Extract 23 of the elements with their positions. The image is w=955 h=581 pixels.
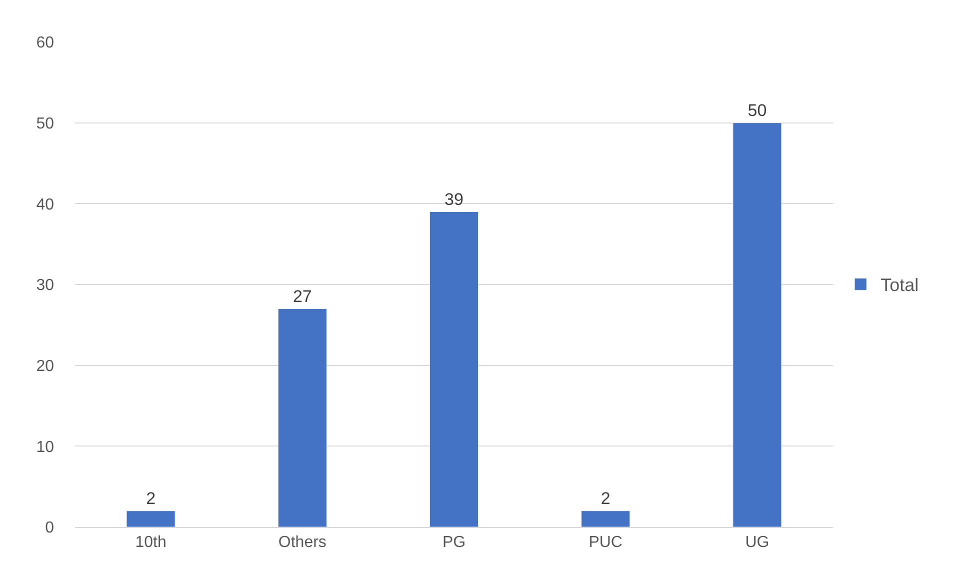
- data-label: 27: [292, 286, 312, 306]
- data-label: 39: [444, 190, 464, 209]
- bar: [732, 122, 782, 527]
- y-tick-label: 40: [36, 196, 54, 214]
- y-tick-label: 50: [36, 115, 54, 132]
- data-label: 2: [600, 488, 610, 508]
- y-tick-label: 0: [45, 520, 54, 537]
- bar: [581, 510, 630, 527]
- y-tick-label: 30: [36, 277, 54, 294]
- legend-label: Total: [880, 275, 919, 296]
- y-tick-label: 60: [36, 34, 54, 52]
- x-tick-label: PG: [442, 534, 466, 552]
- bar: [126, 510, 176, 527]
- y-tick-label: 10: [36, 438, 54, 456]
- bar: [429, 212, 479, 527]
- x-tick-label: 10th: [135, 534, 166, 552]
- data-label: 2: [146, 488, 156, 508]
- x-tick-label: UG: [745, 534, 770, 552]
- x-tick-label: PUC: [588, 534, 622, 552]
- y-tick-label: 20: [36, 358, 54, 375]
- x-tick-label: Others: [278, 534, 326, 552]
- data-label: 50: [748, 100, 767, 120]
- bar: [278, 308, 327, 527]
